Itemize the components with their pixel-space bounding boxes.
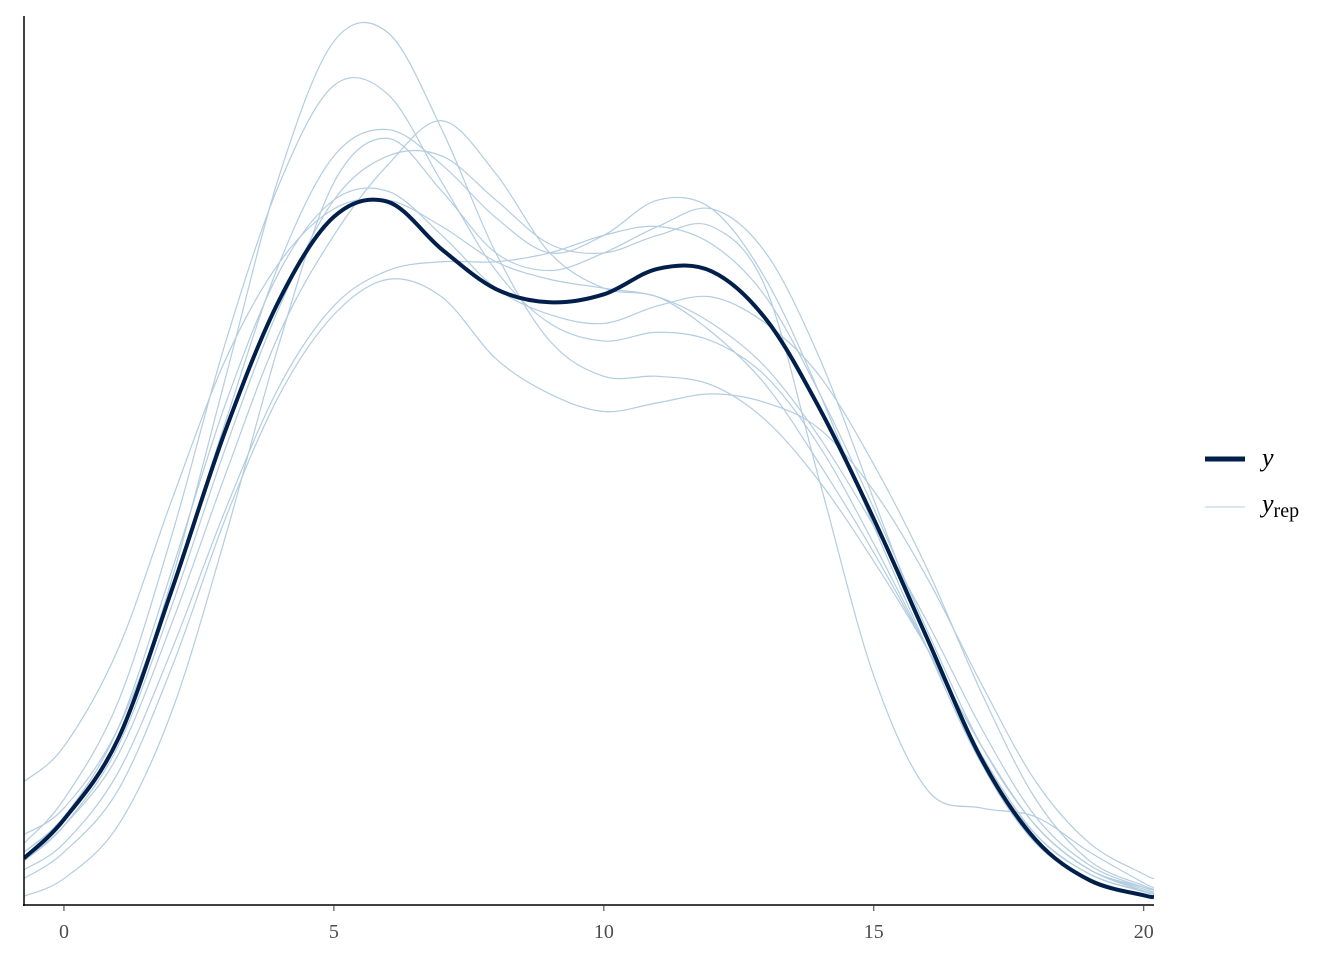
plot-area — [24, 21, 1154, 900]
replicate-line — [24, 128, 1154, 894]
legend-subscript: rep — [1274, 500, 1300, 522]
x-tick-label: 10 — [594, 921, 614, 943]
replicate-line — [24, 120, 1154, 893]
legend-label: y — [1259, 489, 1274, 518]
replicate-line — [24, 77, 1154, 896]
replicate-line — [24, 278, 1154, 880]
x-tick-label: 5 — [329, 921, 339, 943]
legend-label: y — [1259, 443, 1274, 472]
legend-label: yrep — [1259, 489, 1299, 522]
density-line — [24, 197, 1154, 900]
legend: y yrep — [1205, 443, 1299, 522]
x-tick-label: 20 — [1134, 921, 1154, 943]
x-tick-label: 0 — [59, 921, 69, 943]
replicate-line — [24, 137, 1154, 897]
replicate-line — [24, 187, 1154, 890]
x-tick-label: 15 — [864, 921, 884, 943]
replicate-line — [24, 198, 1154, 891]
replicate-line — [24, 225, 1154, 890]
